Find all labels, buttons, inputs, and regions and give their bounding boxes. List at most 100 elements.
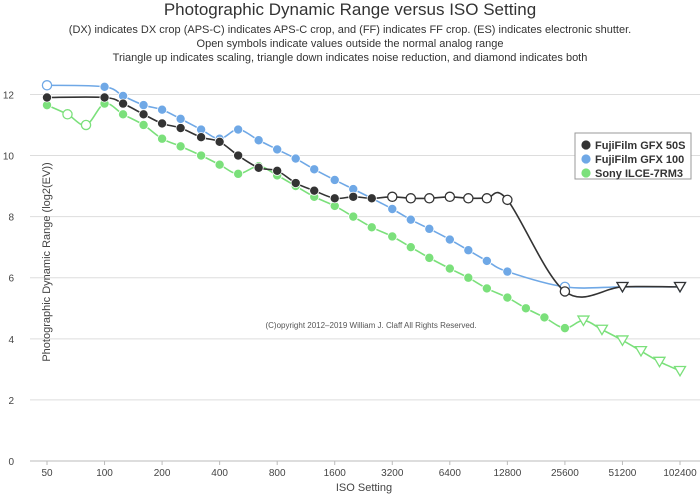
legend-label-ilce-7rm3: Sony ILCE-7RM3 xyxy=(595,168,683,180)
ilce-7rm3-point xyxy=(463,272,474,283)
x-tick-label: 3200 xyxy=(381,468,404,479)
gfx-100-point xyxy=(309,164,320,175)
legend-box xyxy=(574,132,692,180)
gfx-50s-point xyxy=(424,193,435,204)
gfx-50s-triangle-marker xyxy=(615,281,630,294)
gfx-100-point xyxy=(233,124,244,135)
copyright-notice: (C)opyright 2012–2019 William J. Claff A… xyxy=(265,321,476,330)
gfx-50s-point xyxy=(405,193,417,204)
legend-swatch-ilce-7rm3 xyxy=(580,167,592,179)
ilce-7rm3-point xyxy=(214,159,225,170)
gfx-50s-point xyxy=(463,193,474,204)
gfx-50s-point xyxy=(233,150,244,161)
ilce-7rm3-point xyxy=(118,109,129,120)
ilce-7rm3-point xyxy=(481,283,492,294)
x-tick-label: 100 xyxy=(96,468,113,479)
ilce-7rm3-point xyxy=(366,222,377,233)
gfx-50s-point xyxy=(214,136,225,147)
gfx-50s-point xyxy=(42,92,53,103)
y-tick-label: 6 xyxy=(8,274,14,285)
ilce-7rm3-point xyxy=(175,141,186,152)
gfx-50s-point xyxy=(559,286,571,297)
gfx-50s-point xyxy=(329,193,340,204)
gfx-100-point xyxy=(444,234,455,245)
ilce-7rm3-triangle-marker xyxy=(576,315,591,327)
gfx-50s-point xyxy=(272,165,283,176)
gfx-50s-point xyxy=(481,193,493,204)
legend-label-gfx-100: FujiFilm GFX 100 xyxy=(595,154,684,166)
series-ilce-7rm3 xyxy=(42,98,687,378)
ilce-7rm3-point xyxy=(80,119,92,131)
gfx-50s-point xyxy=(387,191,398,203)
gfx-50s-point xyxy=(502,194,513,206)
x-tick-label: 1600 xyxy=(324,468,347,479)
ilce-7rm3-point xyxy=(444,263,455,274)
chart-subtitle-line-3: Triangle up indicates scaling, triangle … xyxy=(113,52,588,64)
y-tick-label: 10 xyxy=(3,152,15,163)
ilce-7rm3-point xyxy=(62,109,73,120)
gfx-50s-point xyxy=(175,123,186,134)
ilce-7rm3-point xyxy=(157,133,168,144)
gfx-100-point xyxy=(272,144,283,155)
gfx-50s-point xyxy=(157,118,168,129)
gfx-50s-point xyxy=(366,193,377,204)
ilce-7rm3-point xyxy=(502,292,513,303)
y-tick-label: 0 xyxy=(8,457,14,468)
x-tick-label: 200 xyxy=(154,468,171,479)
y-axis-ticks: 0 2 4 6 8 10 12 xyxy=(3,90,15,468)
ilce-7rm3-triangle-marker xyxy=(652,356,667,368)
gfx-50s-point xyxy=(196,132,207,143)
gfx-100-point xyxy=(481,255,492,266)
y-axis-title: Photographic Dynamic Range (log2(EV)) xyxy=(41,162,53,361)
x-axis-title: ISO Setting xyxy=(336,482,392,494)
x-tick-label: 51200 xyxy=(609,468,637,479)
gfx-50s-point xyxy=(253,162,264,173)
ilce-7rm3-point xyxy=(559,323,570,334)
gfx-100-point xyxy=(290,153,301,164)
ilce-7rm3-point xyxy=(196,150,207,161)
series-plot-area xyxy=(41,80,687,378)
x-tick-label: 102400 xyxy=(663,468,697,479)
x-tick-label: 400 xyxy=(211,468,228,479)
ilce-7rm3-point xyxy=(138,119,149,130)
ilce-7rm3-point xyxy=(405,242,416,253)
y-tick-label: 4 xyxy=(8,335,14,346)
ilce-7rm3-point xyxy=(348,211,359,222)
series-gfx-50s xyxy=(42,92,687,298)
y-tick-label: 8 xyxy=(8,213,14,224)
gfx-100-point xyxy=(424,223,435,234)
x-tick-label: 6400 xyxy=(439,468,462,479)
chart-subtitle-line-2: Open symbols indicate values outside the… xyxy=(197,38,504,50)
ilce-7rm3-point xyxy=(539,312,550,323)
gfx-50s-point xyxy=(138,109,149,120)
y-tick-label: 12 xyxy=(3,90,15,101)
gfx-100-point xyxy=(387,203,398,214)
gfx-50s-triangle-marker xyxy=(673,281,687,294)
legend-swatch-gfx-100 xyxy=(580,153,592,165)
gfx-100-point xyxy=(253,135,264,146)
gfx-100-point xyxy=(175,113,186,124)
gfx-100-point xyxy=(99,81,110,92)
gfx-100-point xyxy=(502,266,513,277)
grid-lines xyxy=(30,93,700,462)
gfx-100-point xyxy=(157,104,168,115)
ilce-7rm3-point xyxy=(387,231,398,242)
gfx-50s-point xyxy=(348,191,359,202)
gfx-50s-point xyxy=(309,185,320,196)
gfx-50s-point xyxy=(99,92,110,103)
gfx-100-point xyxy=(329,174,340,185)
chart-subtitle-line-1: (DX) indicates DX crop (APS-C) indicates… xyxy=(69,24,631,36)
y-tick-label: 2 xyxy=(8,396,14,407)
legend-label-gfx-50s: FujiFilm GFX 50S xyxy=(595,140,685,152)
ilce-7rm3-triangle-marker xyxy=(595,324,609,336)
legend-swatch-gfx-50s xyxy=(580,139,592,151)
x-tick-label: 800 xyxy=(269,468,286,479)
gfx-50s-point xyxy=(444,191,456,203)
ilce-7rm3-triangle-marker xyxy=(673,365,687,378)
gfx-100-point xyxy=(41,80,53,91)
x-tick-label: 50 xyxy=(41,468,53,479)
ilce-7rm3-triangle-marker xyxy=(615,335,630,347)
gfx-100-point xyxy=(463,245,474,256)
